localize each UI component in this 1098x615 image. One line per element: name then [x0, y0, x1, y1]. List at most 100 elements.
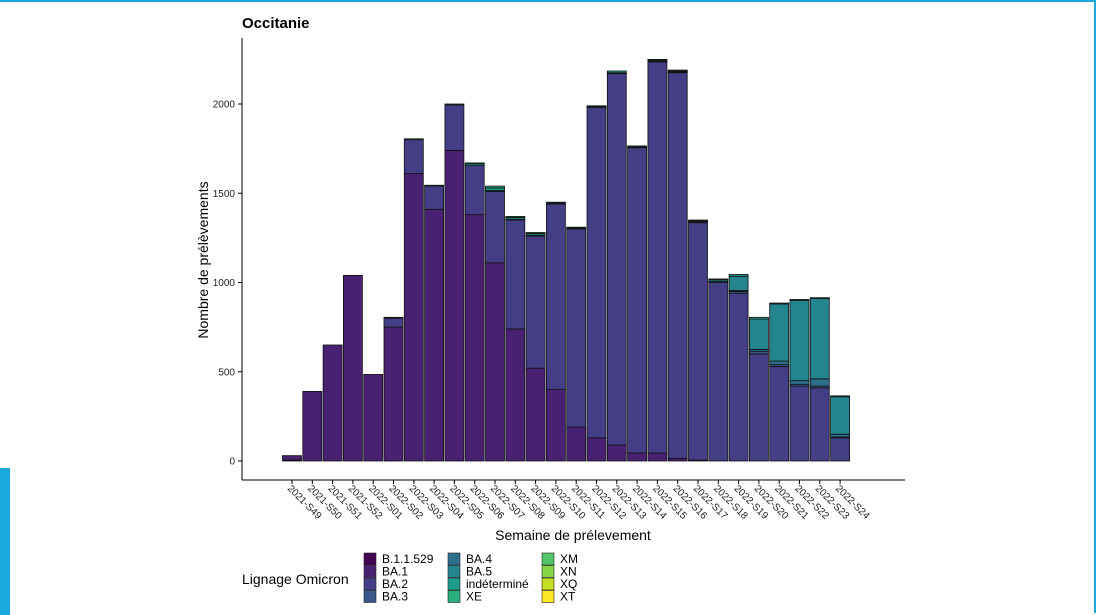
bar-segment-2022-S11-BA-1 [566, 426, 587, 462]
bar-segment-2022-S04-BA-2 [424, 185, 445, 210]
bar-segment-2022-S11-ind-termin- [566, 226, 587, 229]
bar-segment-2021-S52-BA-1 [342, 274, 363, 462]
legend-label: XN [560, 565, 577, 579]
legend-label: BA.3 [382, 590, 408, 604]
y-tick-label: 1500 [213, 189, 236, 200]
bar-segment-2022-S21-ind-termin- [769, 302, 790, 305]
legend-title: Lignage Omicron [242, 571, 349, 587]
legend-label: XM [560, 552, 578, 566]
y-ticks: 0 500 1000 1500 2000 [213, 100, 242, 468]
bar-segment-2022-S19-ind-termin- [728, 274, 749, 277]
x-axis-title: Semaine de prélevement [495, 527, 651, 543]
bar-segment-2022-S15-BA-1 [647, 452, 668, 462]
legend-label: B.1.1.529 [382, 552, 434, 566]
bar-segment-2022-S20-BA-5 [749, 318, 769, 350]
bar-segment-2022-S24-BA-5 [830, 396, 850, 435]
bar-segment-2022-S16-BA-2 [667, 72, 688, 459]
bar-segment-2022-S21-BA-2 [769, 365, 790, 462]
legend-swatch-XT [541, 590, 555, 603]
left-accent-bar [0, 468, 10, 615]
bar-segment-2022-S07-BA-2 [485, 191, 505, 264]
legend-swatch-XM [541, 552, 555, 566]
bar-segment-2022-S10-BA-1 [546, 389, 566, 462]
bar-segment-2022-S16-ind-termin- [667, 69, 688, 72]
bar-segment-2022-S01-BA-1 [363, 374, 384, 462]
bar-segment-2022-S06-BA-2 [464, 165, 485, 216]
bar-segment-2022-S03-BA-2 [403, 139, 424, 175]
bar-segment-2022-S04-BA-1 [424, 208, 445, 462]
legend-swatch-XQ [541, 577, 555, 591]
bar-segment-2022-S07-BA-1 [485, 262, 505, 462]
legend-swatch-BA-4 [447, 552, 461, 566]
bar-segment-2022-S18-ind-termin- [708, 278, 729, 281]
bar-segment-2022-S23-BA-2 [809, 387, 830, 462]
y-tick-label: 0 [229, 457, 235, 468]
bar-segment-2022-S21-BA-4 [769, 360, 790, 366]
bar-segment-2022-S17-BA-2 [688, 222, 708, 461]
bar-segment-2022-S12-BA-2 [586, 107, 607, 439]
bar-segment-2022-S19-BA-5 [728, 275, 749, 291]
bar-segment-2022-S22-BA-4 [789, 380, 810, 385]
bar-segment-2022-S04-ind-termin- [424, 184, 445, 187]
bar-segment-2022-S08-XE [505, 216, 526, 218]
bar-segment-2022-S22-BA-5 [789, 299, 810, 382]
bar-segment-2022-S22-BA-2 [789, 385, 810, 462]
bar-segment-2022-S14-BA-1 [627, 452, 647, 462]
bar-segment-2022-S14-BA-2 [627, 147, 647, 454]
bar-segment-2022-S24-ind-termin- [830, 395, 850, 398]
legend-swatch-XN [541, 565, 555, 578]
x-ticks: 2021-S492021-S502021-S512021-S522022-S01… [285, 480, 872, 522]
legend-swatch-XE [447, 590, 461, 603]
legend-label: BA.1 [382, 565, 408, 579]
bar-segment-2022-S23-ind-termin- [809, 297, 830, 299]
bar-segment-2022-S06-BA-1 [464, 214, 485, 462]
bar-segment-2022-S09-BA-1 [525, 367, 546, 462]
bar-segment-2022-S08-BA-1 [505, 328, 526, 462]
bar-segment-2022-S16-BA-1 [667, 457, 688, 462]
bar-segment-2022-S13-BA-2 [606, 73, 627, 446]
legend-swatch-BA-2 [363, 577, 377, 591]
bars-group [282, 58, 850, 462]
bar-segment-2022-S15-BA-2 [647, 61, 668, 454]
bar-segment-2022-S20-BA-2 [749, 353, 769, 462]
legend-label: BA.5 [466, 565, 492, 579]
bar-segment-2022-S08-BA-2 [505, 219, 526, 330]
legend-swatch-BA-5 [447, 565, 461, 578]
bar-segment-2022-S13-BA-1 [606, 444, 627, 462]
bar-segment-2022-S02-BA-1 [383, 326, 404, 462]
bar-segment-2022-S24-BA-4 [830, 433, 850, 438]
bar-segment-2022-S13-ind-termin- [606, 70, 627, 74]
bar-segment-2022-S23-BA-4 [809, 378, 830, 387]
bar-segment-2022-S12-BA-1 [586, 437, 607, 462]
y-axis-title: Nombre de prélèvements [195, 181, 211, 338]
bar-segment-2021-S50-BA-1 [302, 390, 323, 462]
bar-segment-2021-S51-BA-1 [322, 344, 343, 462]
legend-label: indéterminé [466, 577, 529, 591]
bar-segment-2022-S22-ind-termin- [789, 299, 810, 301]
chart-title: Occitanie [242, 15, 310, 32]
legend-label: XE [466, 590, 482, 604]
bar-segment-2021-S49-BA-1 [282, 455, 302, 461]
bar-segment-2022-S03-ind-termin- [403, 138, 424, 141]
bar-segment-2022-S14-ind-termin- [627, 145, 647, 148]
bar-segment-2022-S07-ind-termin- [485, 187, 505, 191]
bar-segment-2022-S24-BA-2 [830, 437, 850, 462]
bar-segment-2022-S03-BA-1 [403, 173, 424, 462]
bar-segment-2022-S23-BA-5 [809, 298, 830, 380]
bar-segment-2022-S02-BA-3 [383, 316, 404, 319]
bar-segment-2022-S12-ind-termin- [586, 105, 607, 108]
legend-label: BA.4 [466, 552, 492, 566]
bar-segment-2022-S20-ind-termin- [749, 316, 769, 320]
legend-label: BA.2 [382, 577, 408, 591]
bar-segment-2022-S21-BA-5 [769, 303, 790, 362]
bar-segment-2022-S19-BA-2 [728, 292, 749, 462]
bar-segment-2022-S07-XE [485, 185, 505, 189]
legend-label: XQ [560, 577, 577, 591]
bar-segment-2022-S06-XE [464, 162, 485, 165]
bar-segment-2022-S10-BA-2 [546, 203, 566, 391]
bar-segment-2022-S17-ind-termin- [688, 219, 708, 222]
bar-segment-2022-S09-XE [525, 232, 546, 234]
bar-segment-2022-S05-ind-termin- [444, 103, 465, 106]
